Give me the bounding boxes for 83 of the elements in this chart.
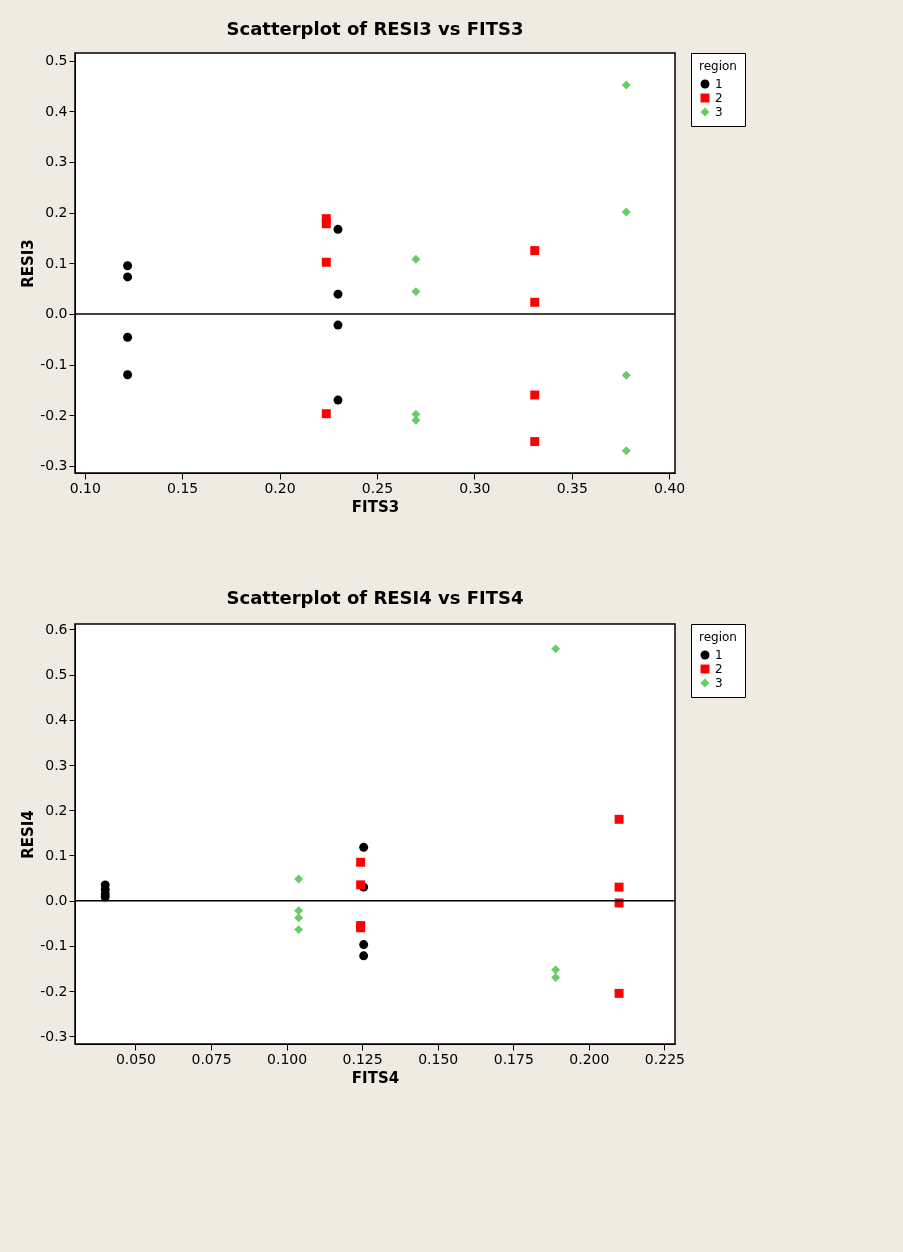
- point: [551, 965, 561, 975]
- point: [123, 261, 133, 271]
- point: [123, 370, 133, 380]
- point: [294, 906, 304, 916]
- y-tick-label: -0.3: [40, 457, 68, 474]
- point: [123, 332, 133, 342]
- point: [333, 320, 343, 330]
- x-tick-label: 0.30: [459, 479, 491, 496]
- y-tick-label: 0.2: [45, 801, 68, 818]
- legend-title: region: [699, 630, 737, 644]
- legend-label: 1: [715, 648, 723, 662]
- y-axis-title: RESI4: [19, 810, 38, 859]
- chart-title: Scatterplot of RESI4 vs FITS4: [226, 587, 524, 609]
- x-tick-label: 0.40: [654, 479, 686, 496]
- point: [123, 272, 133, 282]
- point: [530, 390, 540, 400]
- point: [294, 925, 304, 935]
- point: [321, 219, 331, 229]
- y-tick-label: 0.4: [45, 711, 68, 728]
- y-tick-label: -0.3: [40, 1027, 68, 1044]
- point: [359, 842, 369, 852]
- x-tick-label: 0.15: [167, 479, 199, 496]
- x-tick-label: 0.175: [493, 1050, 534, 1067]
- y-tick-label: 0.6: [45, 620, 68, 637]
- y-axis-title: RESI3: [19, 239, 38, 288]
- point: [294, 913, 304, 923]
- point: [621, 80, 631, 90]
- y-tick-label: 0.1: [45, 254, 68, 271]
- point: [530, 437, 540, 447]
- x-tick-label: 0.200: [569, 1050, 610, 1067]
- point: [530, 297, 540, 307]
- point: [551, 644, 561, 654]
- x-tick-label: 0.25: [361, 479, 394, 496]
- x-tick-label: 0.050: [115, 1050, 156, 1067]
- x-tick-label: 0.10: [69, 479, 101, 496]
- y-tick-label: 0.2: [45, 204, 68, 221]
- point: [356, 857, 366, 867]
- point: [321, 409, 331, 419]
- y-tick-label: 0.3: [45, 153, 68, 170]
- y-tick-label: 0.5: [45, 666, 68, 683]
- x-tick-label: 0.075: [191, 1050, 232, 1067]
- x-tick-label: 0.225: [644, 1050, 685, 1067]
- point: [359, 940, 369, 949]
- y-tick-label: 0.5: [45, 52, 68, 69]
- point: [333, 289, 343, 299]
- x-axis-title: FITS4: [351, 1068, 400, 1087]
- legend-title: region: [699, 59, 737, 73]
- y-tick-label: 0.4: [45, 102, 68, 119]
- legend-label: 3: [715, 105, 723, 119]
- x-axis-title: FITS3: [351, 497, 400, 516]
- point: [530, 246, 540, 256]
- point: [621, 207, 631, 217]
- y-tick-label: 0.0: [45, 305, 68, 322]
- point: [614, 814, 624, 824]
- point: [411, 254, 421, 264]
- y-tick-label: -0.2: [40, 406, 68, 423]
- legend-label: 2: [715, 662, 723, 676]
- point: [333, 395, 343, 405]
- chart-title: Scatterplot of RESI3 vs FITS3: [226, 17, 524, 39]
- y-tick-label: 0.1: [45, 846, 68, 863]
- y-tick-label: -0.1: [40, 356, 68, 373]
- point: [411, 287, 421, 297]
- point: [333, 224, 343, 234]
- point: [614, 882, 624, 892]
- x-tick-label: 0.20: [264, 479, 296, 496]
- legend-label: 3: [715, 676, 723, 690]
- x-tick-label: 0.35: [556, 479, 588, 496]
- point: [621, 370, 631, 380]
- y-tick-label: 0.0: [45, 892, 68, 909]
- x-tick-label: 0.100: [267, 1050, 308, 1067]
- x-tick-label: 0.150: [418, 1050, 459, 1067]
- point: [321, 257, 331, 267]
- point: [294, 874, 304, 884]
- x-tick-label: 0.125: [342, 1050, 383, 1067]
- legend-label: 2: [715, 91, 723, 105]
- point: [551, 973, 561, 983]
- y-tick-label: -0.2: [40, 982, 68, 999]
- point: [359, 951, 369, 961]
- legend-label: 1: [715, 77, 723, 91]
- y-tick-label: -0.1: [40, 937, 68, 954]
- point: [614, 988, 624, 998]
- y-tick-label: 0.3: [45, 756, 68, 773]
- point: [621, 446, 631, 456]
